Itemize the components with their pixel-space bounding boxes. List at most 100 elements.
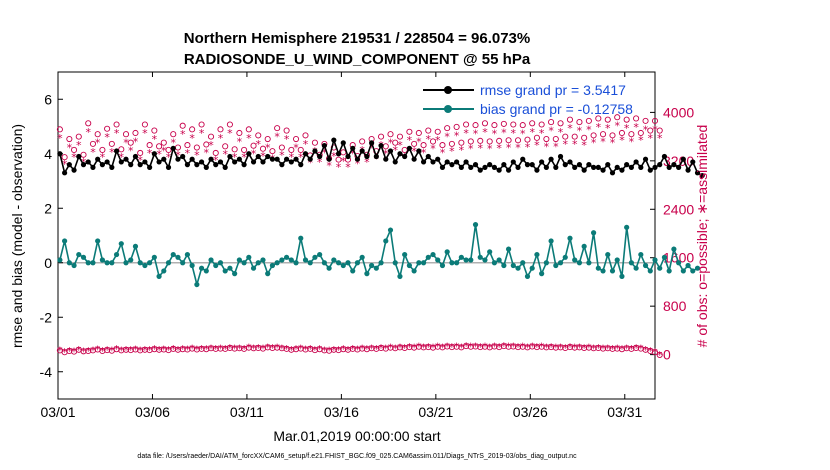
rmse-point <box>156 159 162 165</box>
bias-point <box>302 257 309 263</box>
obs-assimilated-point: * <box>260 150 266 163</box>
rmse-point <box>472 162 479 168</box>
obs-possible-point <box>590 132 597 139</box>
obs-assimilated-point: * <box>241 151 247 164</box>
obs-possible-point <box>160 139 167 146</box>
bias-point <box>590 230 597 236</box>
obs-assimilated-point: * <box>581 342 587 355</box>
rmse-point <box>217 159 224 165</box>
bias-point <box>595 265 601 271</box>
rmse-point <box>118 159 124 165</box>
obs-possible-point <box>510 121 517 128</box>
bias-point <box>505 246 512 252</box>
rmse-point <box>676 164 682 170</box>
rmse-point <box>458 164 464 170</box>
rmse-point <box>274 156 280 162</box>
obs-assimilated-point: * <box>355 157 361 170</box>
rmse-point <box>340 140 346 146</box>
obs-assimilated-point: * <box>496 142 502 155</box>
rmse-point <box>142 159 148 165</box>
bias-point <box>633 265 639 271</box>
obs-possible-point <box>444 125 451 132</box>
rmse-point <box>364 153 370 160</box>
rmse-point <box>331 137 337 143</box>
bias-point <box>605 251 611 258</box>
obs-assimilated-point: * <box>213 343 219 356</box>
rmse-point <box>543 164 549 170</box>
rmse-point <box>373 153 379 160</box>
obs-assimilated-point: * <box>90 146 96 159</box>
obs-possible-point <box>226 121 233 128</box>
rmse-point <box>690 159 696 165</box>
obs-assimilated-point: * <box>392 342 398 355</box>
rmse-point <box>600 167 606 173</box>
obs-assimilated-point: * <box>359 343 365 356</box>
x-tick-label: 03/31 <box>607 404 642 420</box>
bias-point <box>472 222 479 228</box>
obs-assimilated-point: * <box>227 342 233 355</box>
obs-assimilated-point: * <box>643 123 649 136</box>
rmse-point <box>576 162 583 168</box>
rmse-point <box>95 156 101 162</box>
bias-point <box>685 262 691 269</box>
obs-possible-point <box>533 343 540 351</box>
obs-possible-point <box>651 349 659 356</box>
plot-frame <box>57 71 656 400</box>
obs-assimilated-point: * <box>596 121 602 134</box>
bias-point <box>406 262 412 269</box>
bias-point <box>274 260 280 266</box>
obs-assimilated-point: * <box>563 138 569 151</box>
obs-possible-point <box>429 138 437 145</box>
obs-assimilated-point: * <box>213 154 219 167</box>
bias-point <box>288 257 294 263</box>
rmse-point <box>62 170 68 176</box>
obs-assimilated-point: * <box>369 342 375 355</box>
obs-assimilated-point: * <box>279 342 285 355</box>
bias-point <box>213 262 219 269</box>
obs-assimilated-point: * <box>629 135 635 148</box>
y-tick-label: 4 <box>44 146 52 162</box>
obs-possible-point <box>378 133 385 140</box>
bias-point <box>161 268 167 274</box>
bias-point <box>642 262 649 269</box>
rmse-point <box>378 142 384 149</box>
bias-point <box>463 257 469 263</box>
rmse-point <box>463 159 469 165</box>
obs-possible-point <box>255 132 262 139</box>
bias-point <box>647 268 653 274</box>
rmse-point <box>161 156 167 162</box>
chart-title: Northern Hemisphere 219531 / 228504 = 96… <box>184 30 530 47</box>
bias-point <box>217 260 224 266</box>
obs-possible-point <box>571 133 578 140</box>
rmse-point <box>99 162 105 168</box>
obs-assimilated-point: * <box>67 142 73 155</box>
obs-assimilated-point: * <box>529 126 535 139</box>
rmse-point <box>265 153 271 160</box>
obs-assimilated-point: * <box>326 345 332 358</box>
obs-possible-point <box>448 343 455 351</box>
y-tick-label-right: 2400 <box>663 201 694 217</box>
obs-possible-point <box>491 122 498 129</box>
rmse-point <box>90 164 96 170</box>
obs-possible-point <box>396 133 404 140</box>
obs-assimilated-point: * <box>430 143 436 156</box>
obs-assimilated-point: * <box>246 132 252 145</box>
rmse-point <box>236 156 242 162</box>
rmse-point <box>189 156 195 162</box>
rmse-point <box>317 153 323 160</box>
obs-assimilated-point: * <box>515 341 521 354</box>
rmse-point <box>586 162 592 168</box>
obs-assimilated-point: * <box>553 342 559 355</box>
obs-assimilated-point: * <box>614 120 620 133</box>
obs-possible-point <box>321 347 328 354</box>
rmse-point <box>666 164 672 170</box>
rmse-point <box>496 167 502 173</box>
obs-possible-point <box>486 138 493 145</box>
bias-point <box>690 268 696 274</box>
rmse-point <box>647 167 653 173</box>
obs-possible-point <box>481 120 489 127</box>
rmse-point <box>524 162 531 168</box>
obs-assimilated-point: * <box>463 340 469 353</box>
rmse-point <box>661 153 668 160</box>
